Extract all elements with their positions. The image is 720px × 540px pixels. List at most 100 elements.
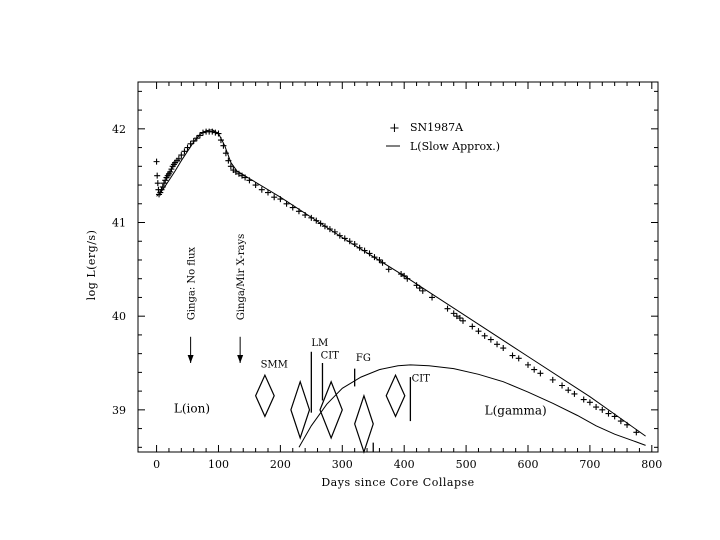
data-point bbox=[336, 232, 343, 239]
legend: + SN1987A L(Slow Approx.) bbox=[386, 121, 500, 153]
data-point bbox=[580, 396, 587, 403]
data-point bbox=[356, 244, 363, 251]
annotation-label: LM bbox=[311, 338, 328, 349]
x-tick-label: 800 bbox=[641, 458, 662, 471]
data-point bbox=[549, 376, 556, 383]
x-tick-label: 100 bbox=[208, 458, 229, 471]
arrow-head bbox=[237, 355, 244, 364]
data-points bbox=[153, 128, 640, 436]
data-point bbox=[271, 194, 278, 201]
y-tick-label: 39 bbox=[112, 404, 126, 417]
data-point bbox=[494, 341, 501, 348]
data-point bbox=[475, 328, 482, 335]
data-point bbox=[509, 352, 516, 359]
data-point bbox=[331, 228, 338, 235]
data-point bbox=[222, 150, 229, 157]
data-point bbox=[453, 313, 460, 320]
data-point bbox=[633, 429, 640, 436]
arrow-label: Ginga/Mir X-rays bbox=[236, 234, 247, 320]
data-point bbox=[258, 186, 265, 193]
data-point bbox=[162, 177, 169, 184]
data-point bbox=[361, 247, 368, 254]
data-point bbox=[295, 208, 302, 215]
data-point bbox=[416, 285, 423, 292]
annotation-label: CIT bbox=[321, 350, 340, 361]
gamma-curve bbox=[298, 364, 646, 448]
data-point bbox=[419, 287, 426, 294]
data-point bbox=[187, 140, 194, 147]
data-point bbox=[242, 174, 249, 181]
data-point bbox=[376, 256, 383, 263]
data-point bbox=[617, 418, 624, 425]
data-point bbox=[178, 152, 185, 159]
axis-ticks bbox=[138, 82, 658, 452]
arrow-head bbox=[187, 355, 194, 364]
y-axis-title: log L(erg/s) bbox=[85, 230, 98, 301]
data-point bbox=[487, 336, 494, 343]
data-point bbox=[341, 235, 348, 242]
data-point bbox=[593, 404, 600, 411]
data-point bbox=[181, 148, 188, 155]
observation-diamond bbox=[385, 373, 406, 418]
data-point bbox=[154, 180, 161, 187]
tick-labels: 0 100 200 300 400 500 600 700 800 39 40 41 42 bbox=[112, 123, 662, 471]
y-tick-label: 42 bbox=[112, 123, 126, 136]
x-tick-label: 600 bbox=[518, 458, 539, 471]
annotation-label: SMM bbox=[261, 360, 288, 371]
data-point bbox=[413, 282, 420, 289]
data-point bbox=[586, 399, 593, 406]
annotation-label: L(ion) bbox=[174, 402, 210, 416]
data-point bbox=[227, 163, 234, 170]
data-point bbox=[193, 135, 200, 142]
data-point bbox=[167, 168, 174, 175]
data-point bbox=[599, 406, 606, 413]
annotation-label: CIT bbox=[412, 374, 431, 385]
slow-approx-curve bbox=[156, 129, 646, 437]
annotation-label: L(gamma) bbox=[485, 404, 547, 418]
arrow-label: Ginga: No flux bbox=[187, 247, 198, 321]
data-point bbox=[559, 382, 566, 389]
data-point bbox=[404, 275, 411, 282]
data-point bbox=[444, 305, 451, 312]
data-point bbox=[571, 390, 578, 397]
observation-diamond bbox=[254, 373, 275, 418]
data-point bbox=[158, 186, 165, 193]
data-point bbox=[196, 132, 203, 139]
x-tick-label: 0 bbox=[153, 458, 160, 471]
data-point bbox=[209, 128, 216, 135]
data-point bbox=[283, 200, 290, 207]
x-tick-label: 200 bbox=[270, 458, 291, 471]
data-point bbox=[153, 158, 160, 165]
legend-slow-approx-label: L(Slow Approx.) bbox=[410, 140, 500, 153]
y-tick-label: 41 bbox=[112, 217, 126, 230]
data-point bbox=[379, 259, 386, 266]
data-point bbox=[200, 129, 206, 136]
plot-frame bbox=[137, 81, 659, 453]
data-point bbox=[265, 189, 271, 196]
data-point bbox=[500, 345, 507, 352]
data-point bbox=[277, 196, 284, 203]
data-point bbox=[175, 155, 182, 162]
data-point bbox=[317, 220, 324, 227]
data-point bbox=[531, 366, 538, 373]
x-tick-label: 700 bbox=[579, 458, 600, 471]
data-point bbox=[366, 250, 373, 257]
observation-diamond bbox=[319, 380, 343, 440]
model-curves bbox=[156, 129, 646, 448]
data-point bbox=[215, 130, 222, 137]
data-point bbox=[346, 238, 353, 245]
data-point bbox=[460, 317, 466, 324]
data-point bbox=[313, 217, 320, 224]
data-point bbox=[154, 172, 161, 179]
legend-plus-marker: + bbox=[389, 121, 400, 136]
data-point bbox=[515, 355, 522, 362]
data-point bbox=[611, 413, 618, 420]
data-point bbox=[246, 177, 253, 184]
data-point bbox=[326, 226, 333, 233]
x-axis-title: Days since Core Collapse bbox=[321, 476, 474, 489]
data-point bbox=[289, 204, 296, 211]
data-point bbox=[429, 294, 436, 301]
data-point bbox=[239, 172, 245, 179]
data-point bbox=[225, 157, 232, 164]
data-point bbox=[605, 410, 612, 417]
